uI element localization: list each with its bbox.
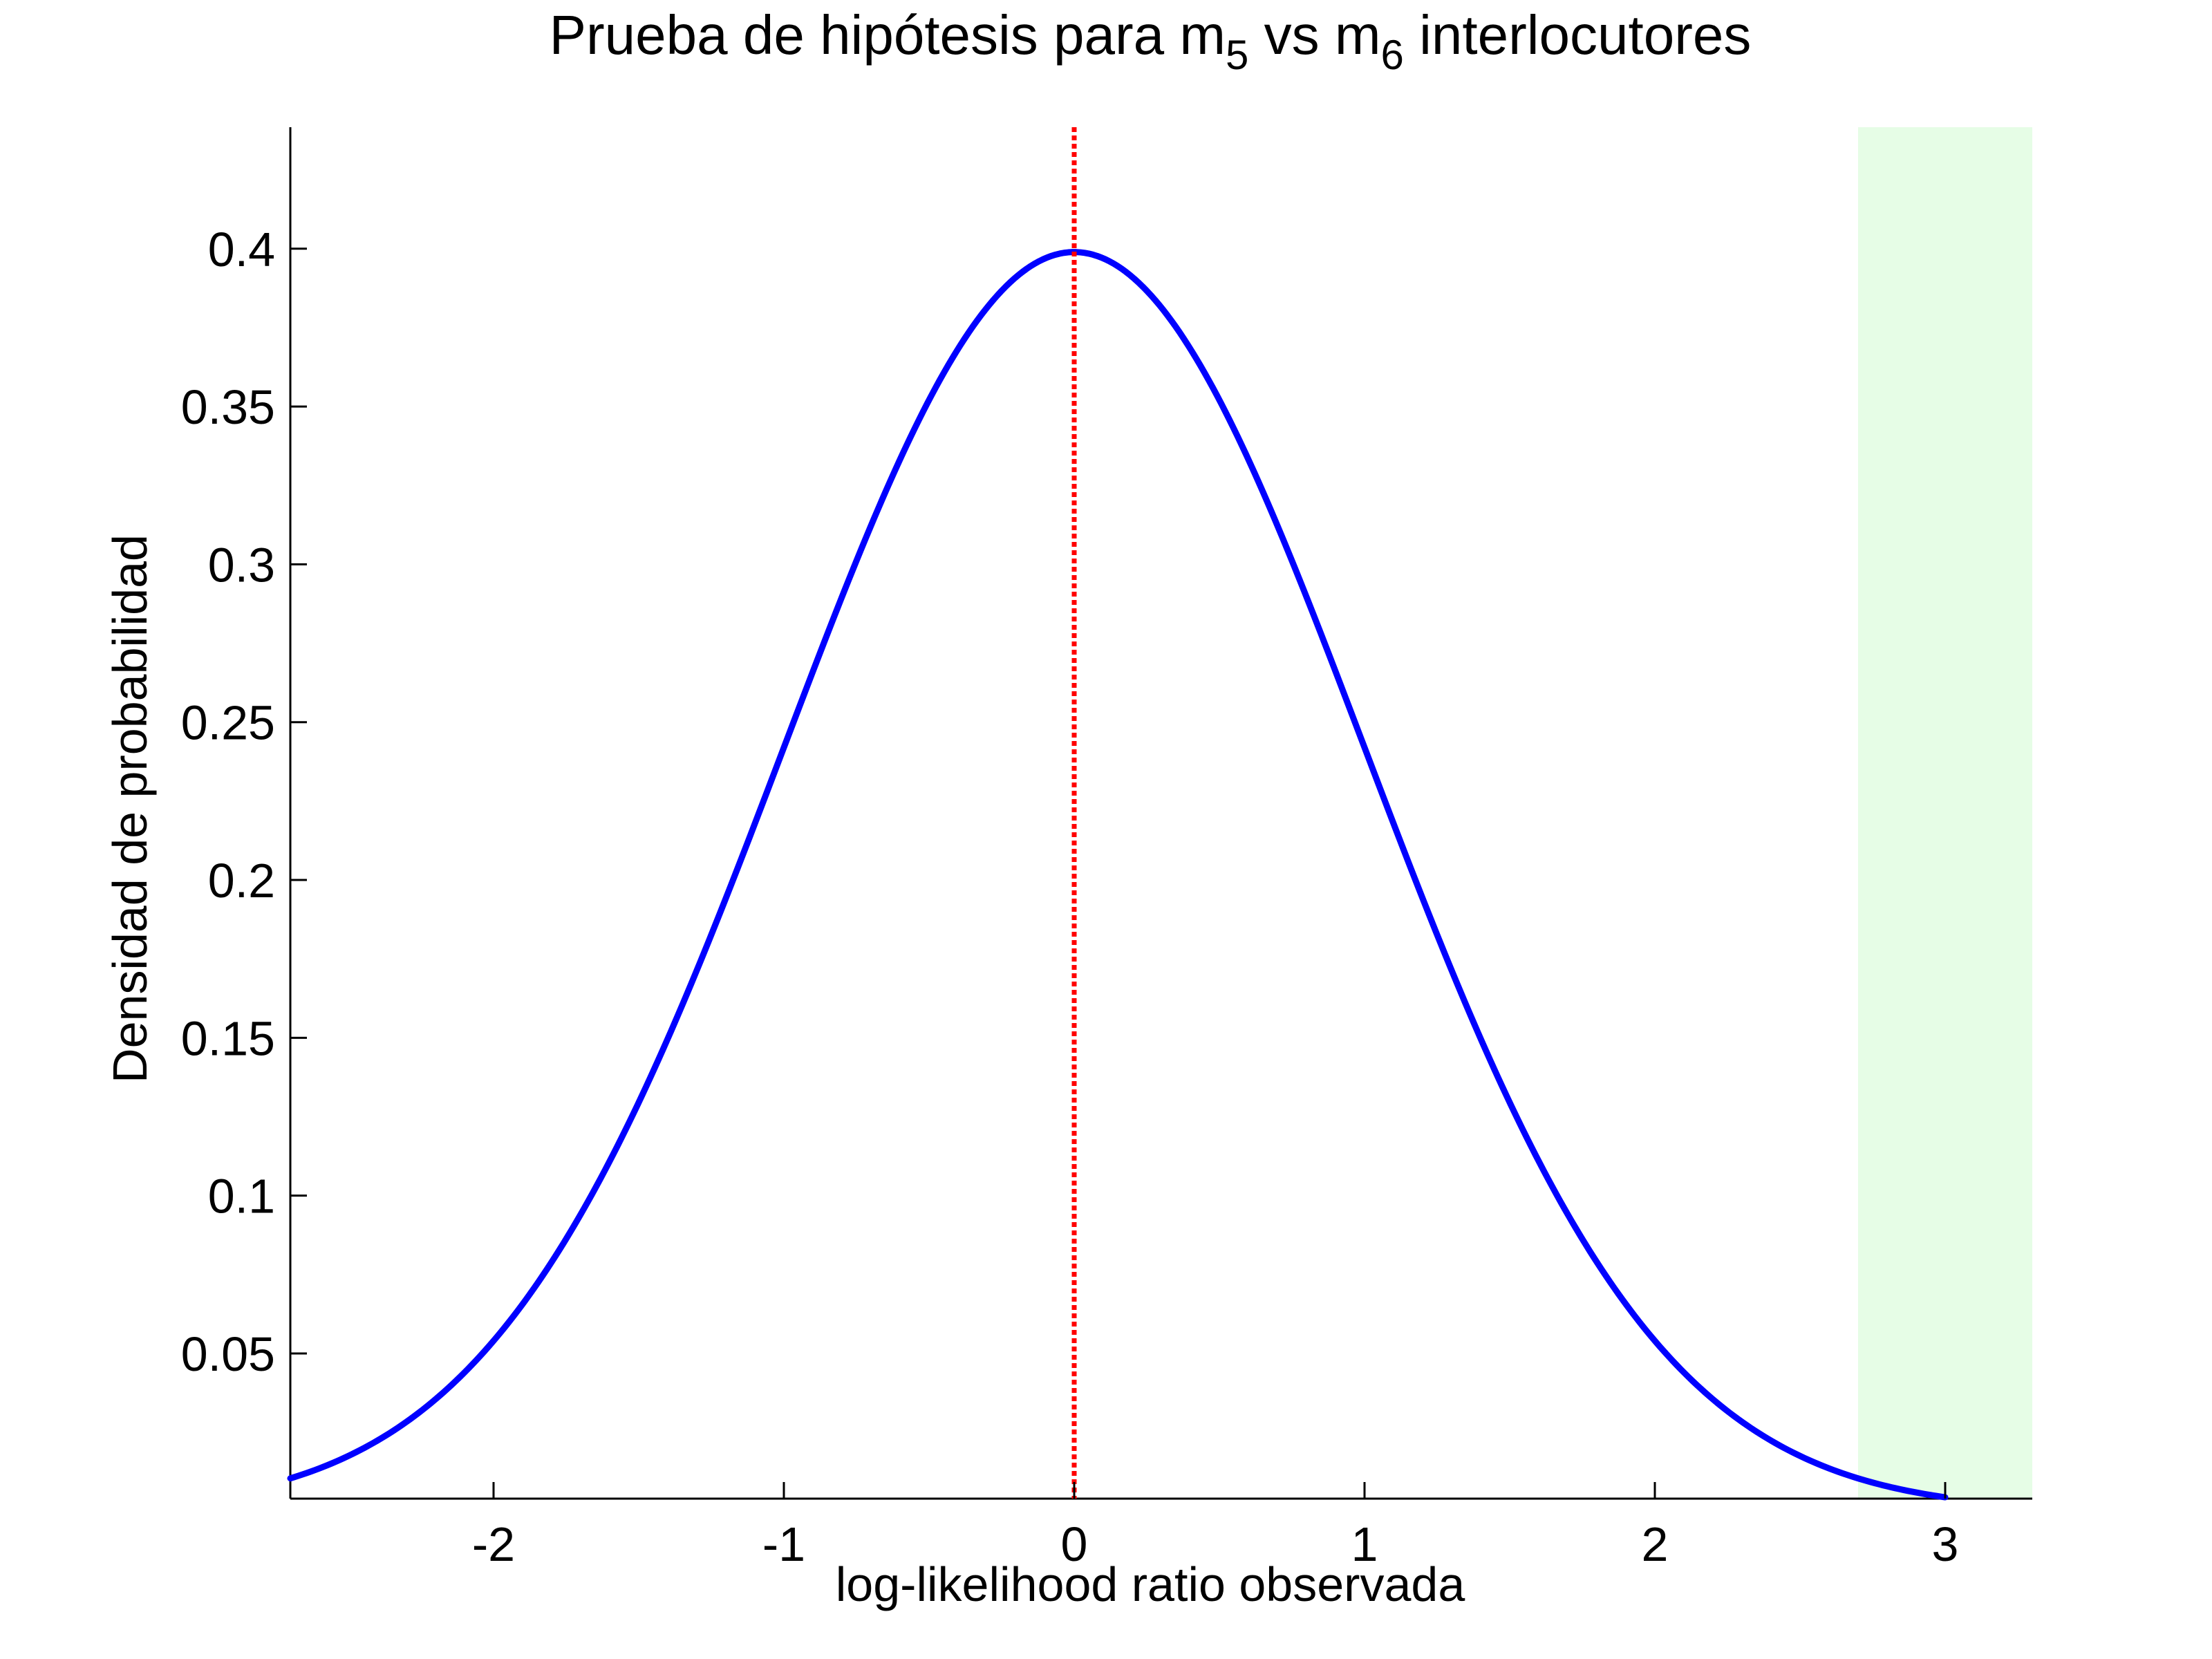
title-segment: interlocutores [1404, 4, 1751, 66]
x-tick-label: -2 [472, 1517, 515, 1571]
y-axis-title: Densidad de probabilidad [103, 534, 157, 1083]
y-axis-ticks: 0.05 0.1 0.15 0.2 0.25 0.3 0.35 0.4 [181, 223, 307, 1381]
x-tick-label: 2 [1642, 1517, 1669, 1571]
y-tick-label: 0.05 [181, 1327, 275, 1381]
x-axis-ticks: -2 -1 0 1 2 3 [472, 1482, 1959, 1571]
axes [289, 127, 2032, 1500]
y-tick-label: 0.1 [208, 1170, 275, 1224]
x-tick-label: 3 [1932, 1517, 1959, 1571]
y-tick-label: 0.3 [208, 538, 275, 592]
title-subscript: 6 [1380, 32, 1403, 78]
y-tick-label: 0.15 [181, 1011, 275, 1065]
x-tick-label: -1 [762, 1517, 805, 1571]
x-tick-label: 1 [1351, 1517, 1378, 1571]
shaded-region [1858, 127, 2032, 1499]
title-segment: vs m [1248, 4, 1380, 66]
density-curve [287, 249, 1949, 1501]
x-tick-label: 0 [1061, 1517, 1088, 1571]
y-tick-label: 0.2 [208, 854, 275, 908]
x-axis-title: log-likelihood ratio observada [836, 1557, 1465, 1611]
title-segment: Prueba de hipótesis para m [550, 4, 1226, 66]
y-tick-label: 0.35 [181, 380, 275, 434]
chart-title: Prueba de hipótesis para m5 vs m6 interl… [550, 4, 1752, 78]
y-tick-label: 0.25 [181, 696, 275, 750]
title-subscript: 5 [1226, 32, 1248, 78]
y-tick-label: 0.4 [208, 223, 275, 276]
